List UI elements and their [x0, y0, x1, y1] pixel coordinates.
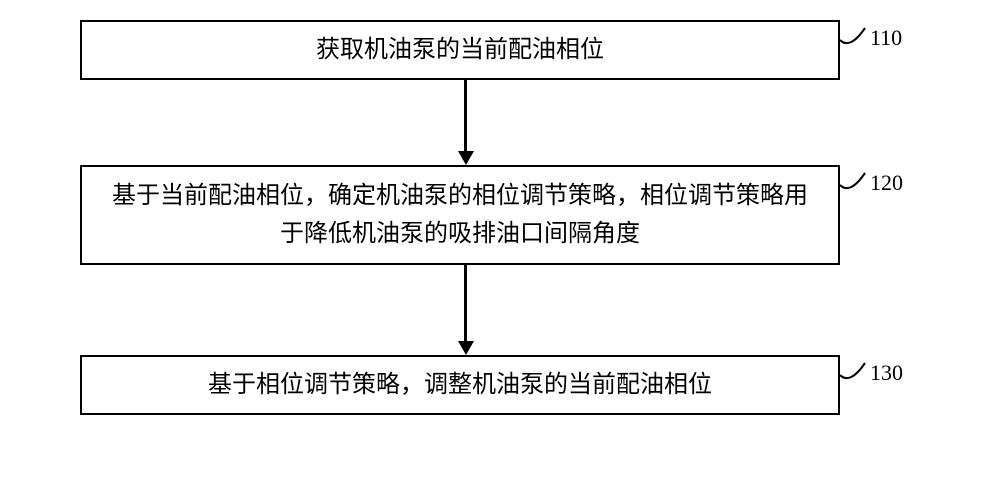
connector-3 — [835, 355, 875, 395]
label-1: 110 — [870, 25, 902, 51]
flow-box-2: 基于当前配油相位，确定机油泵的相位调节策略，相位调节策略用于降低机油泵的吸排油口… — [80, 165, 840, 265]
label-2: 120 — [870, 170, 903, 196]
flow-text-3: 基于相位调节策略，调整机油泵的当前配油相位 — [208, 366, 712, 404]
flow-text-1: 获取机油泵的当前配油相位 — [316, 31, 604, 69]
flow-text-2: 基于当前配油相位，确定机油泵的相位调节策略，相位调节策略用于降低机油泵的吸排油口… — [102, 177, 818, 254]
flow-box-3: 基于相位调节策略，调整机油泵的当前配油相位 — [80, 355, 840, 415]
arrow-2 — [458, 265, 474, 355]
flow-box-1: 获取机油泵的当前配油相位 — [80, 20, 840, 80]
arrow-1 — [458, 80, 474, 165]
connector-1 — [835, 20, 875, 60]
label-3: 130 — [870, 360, 903, 386]
connector-2 — [835, 165, 875, 205]
